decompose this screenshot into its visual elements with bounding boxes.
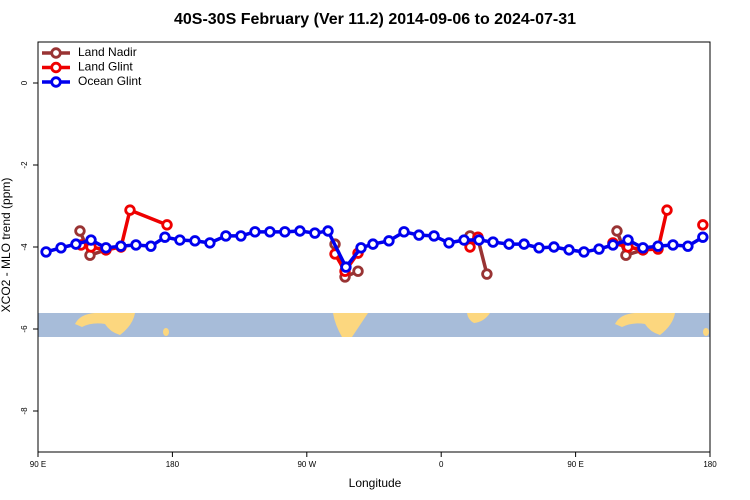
data-point bbox=[115, 240, 127, 252]
legend-label: Ocean Glint bbox=[78, 74, 142, 88]
data-point bbox=[637, 242, 649, 254]
data-point bbox=[398, 226, 410, 238]
data-point bbox=[264, 226, 276, 238]
data-point bbox=[174, 234, 186, 246]
data-point bbox=[159, 231, 171, 243]
x-tick-label: 90 E bbox=[567, 460, 583, 469]
data-point bbox=[100, 242, 112, 254]
legend-label: Land Nadir bbox=[78, 45, 137, 59]
data-point bbox=[593, 243, 605, 255]
y-tick-label: -8 bbox=[20, 407, 29, 415]
data-point bbox=[652, 240, 664, 252]
data-point bbox=[578, 246, 590, 258]
data-point bbox=[279, 226, 291, 238]
data-point bbox=[487, 236, 499, 248]
map-strip bbox=[38, 313, 710, 337]
data-point bbox=[220, 230, 232, 242]
data-point bbox=[563, 244, 575, 256]
data-point bbox=[533, 242, 545, 254]
x-tick-label: 0 bbox=[439, 460, 444, 469]
y-tick-label: -4 bbox=[20, 243, 29, 251]
data-point bbox=[622, 234, 634, 246]
data-point bbox=[443, 237, 455, 249]
data-point bbox=[413, 229, 425, 241]
data-point bbox=[383, 235, 395, 247]
data-point bbox=[309, 227, 321, 239]
x-tick-label: 180 bbox=[703, 460, 717, 469]
data-point bbox=[661, 204, 673, 216]
data-point bbox=[607, 239, 619, 251]
data-point bbox=[85, 234, 97, 246]
data-point bbox=[428, 230, 440, 242]
chart-title: 40S-30S February (Ver 11.2) 2014-09-06 t… bbox=[174, 11, 576, 28]
data-point bbox=[74, 225, 86, 237]
y-axis-label: XCO2 - MLO trend (ppm) bbox=[0, 178, 13, 313]
y-tick-label: 0 bbox=[20, 80, 29, 85]
legend-label: Land Glint bbox=[78, 60, 133, 74]
legend-marker bbox=[50, 47, 62, 59]
legend-marker bbox=[50, 61, 62, 74]
data-point bbox=[697, 219, 709, 231]
data-point bbox=[40, 246, 52, 258]
y-tick-label: -6 bbox=[20, 325, 29, 333]
data-point bbox=[130, 239, 142, 251]
data-point bbox=[682, 240, 694, 252]
data-point bbox=[189, 235, 201, 247]
data-point bbox=[235, 230, 247, 242]
data-point bbox=[518, 238, 530, 250]
x-tick-label: 90 W bbox=[297, 460, 316, 469]
x-axis-label: Longitude bbox=[349, 476, 402, 490]
data-point bbox=[481, 268, 493, 280]
data-point bbox=[355, 242, 367, 254]
y-tick-label: -2 bbox=[20, 161, 29, 169]
data-point bbox=[548, 241, 560, 253]
data-point bbox=[161, 219, 173, 231]
data-point bbox=[697, 231, 709, 243]
data-point bbox=[464, 241, 476, 253]
x-tick-label: 90 E bbox=[30, 460, 46, 469]
data-point bbox=[70, 238, 82, 250]
data-point bbox=[352, 265, 364, 277]
data-point bbox=[367, 238, 379, 250]
data-point bbox=[611, 225, 623, 237]
x-tick-label: 180 bbox=[166, 460, 180, 469]
data-point bbox=[294, 225, 306, 237]
data-point bbox=[340, 261, 352, 273]
data-point bbox=[204, 237, 216, 249]
data-point bbox=[145, 240, 157, 252]
data-point bbox=[473, 234, 485, 246]
legend-marker bbox=[50, 76, 62, 88]
data-point bbox=[667, 239, 679, 251]
data-point bbox=[503, 238, 515, 250]
data-point bbox=[249, 226, 261, 238]
data-point bbox=[124, 204, 136, 216]
data-point bbox=[322, 225, 334, 237]
data-point bbox=[458, 234, 470, 246]
data-point bbox=[55, 242, 67, 254]
